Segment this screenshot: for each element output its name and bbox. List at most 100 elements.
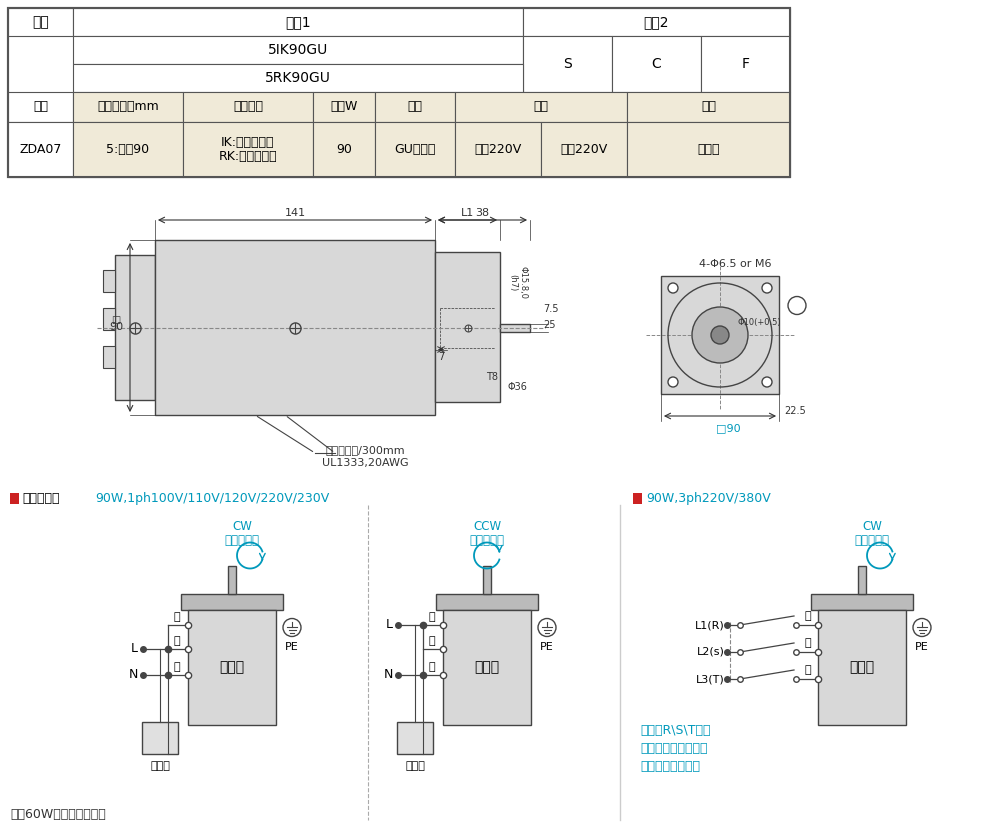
Text: 代码: 代码 [33, 101, 48, 113]
Text: 带风扇: 带风扇 [697, 143, 720, 156]
Text: 轴类: 轴类 [408, 101, 423, 113]
Bar [858, 566, 866, 593]
Text: Φ15.8,0
(h7): Φ15.8,0 (h7) [508, 266, 528, 299]
Bar [397, 722, 433, 754]
Bar [455, 122, 541, 177]
Text: 25: 25 [543, 319, 556, 329]
Bar [436, 593, 538, 610]
Bar [188, 610, 276, 725]
Ellipse shape [762, 377, 772, 387]
Text: Φ36: Φ36 [508, 383, 528, 393]
Bar [483, 566, 491, 593]
Bar [811, 593, 913, 610]
Text: C: C [652, 57, 662, 71]
Bar [181, 593, 283, 610]
Text: 蓝: 蓝 [805, 638, 811, 648]
Ellipse shape [538, 618, 556, 636]
Ellipse shape [283, 618, 301, 636]
Bar [228, 566, 236, 593]
Text: 若对换R\S\T中任: 若对换R\S\T中任 [640, 724, 710, 736]
Bar [627, 92, 790, 122]
Bar [455, 92, 627, 122]
Text: 电容器: 电容器 [150, 761, 170, 771]
Bar [73, 64, 523, 92]
Text: 电动机: 电动机 [849, 660, 875, 674]
Bar [500, 324, 530, 331]
Text: L: L [131, 642, 138, 656]
Text: L1(R): L1(R) [695, 620, 725, 630]
Text: 电动机尺寸mm: 电动机尺寸mm [97, 101, 159, 113]
Text: 规格1: 规格1 [285, 15, 310, 29]
Bar [313, 92, 375, 122]
Bar [612, 36, 701, 92]
Bar [523, 8, 790, 36]
Text: 5RK90GU: 5RK90GU [265, 71, 331, 85]
Text: PE: PE [540, 642, 554, 652]
Text: 类型名称: 类型名称 [233, 101, 263, 113]
Bar [375, 92, 455, 122]
Text: □90: □90 [715, 423, 740, 433]
Bar [818, 610, 906, 725]
Text: L2(s): L2(s) [697, 647, 725, 657]
Bar [142, 722, 178, 754]
Text: 7: 7 [437, 353, 444, 363]
Text: 5IK90GU: 5IK90GU [268, 43, 328, 57]
Text: 4-Φ6.5 or M6: 4-Φ6.5 or M6 [698, 259, 771, 269]
Text: PE: PE [916, 642, 929, 652]
Text: 意二条，电动机会作: 意二条，电动机会作 [640, 741, 707, 755]
Text: L: L [386, 618, 393, 631]
Bar [73, 92, 183, 122]
Text: 黑: 黑 [805, 611, 811, 621]
Text: 三相220V: 三相220V [474, 143, 522, 156]
Text: CCW
逆时针方向: CCW 逆时针方向 [469, 519, 505, 547]
Ellipse shape [762, 283, 772, 293]
Text: 电压: 电压 [534, 101, 549, 113]
Bar [103, 346, 115, 368]
Text: 90W,3ph220V/380V: 90W,3ph220V/380V [646, 492, 771, 505]
Ellipse shape [668, 377, 678, 387]
Text: 白: 白 [805, 665, 811, 675]
Text: 蓝: 蓝 [429, 612, 435, 622]
Bar [701, 36, 790, 92]
Text: 90: 90 [109, 323, 123, 333]
Text: UL1333,20AWG: UL1333,20AWG [321, 458, 409, 468]
Text: 注：60W以上默认带风扇: 注：60W以上默认带风扇 [10, 809, 106, 821]
Bar [8, 122, 73, 177]
Ellipse shape [788, 296, 806, 314]
Bar [73, 36, 523, 64]
Text: 蓝: 蓝 [174, 612, 180, 622]
Bar [435, 252, 500, 402]
Bar [8, 8, 790, 177]
Text: PE: PE [285, 642, 299, 652]
Text: 单相220V: 单相220V [560, 143, 608, 156]
Bar [661, 276, 779, 394]
Text: GU型齿轴: GU型齿轴 [394, 143, 435, 156]
Text: L1: L1 [461, 208, 474, 218]
Bar [183, 92, 313, 122]
Text: T8: T8 [486, 373, 498, 383]
Text: 电动机导线/300mm: 电动机导线/300mm [325, 445, 405, 455]
Text: 红: 红 [429, 662, 435, 672]
Text: 38: 38 [475, 208, 490, 218]
Text: 90: 90 [336, 143, 352, 156]
Text: 功率W: 功率W [330, 101, 358, 113]
Ellipse shape [668, 283, 678, 293]
Ellipse shape [711, 326, 729, 344]
Text: 5:表示90: 5:表示90 [106, 143, 150, 156]
Bar [115, 255, 155, 400]
Bar [313, 122, 375, 177]
Bar [8, 92, 73, 122]
Text: 白: 白 [429, 636, 435, 646]
Text: F: F [741, 57, 750, 71]
Text: 141: 141 [285, 208, 306, 218]
Text: 电动机: 电动机 [219, 660, 245, 674]
Bar [8, 8, 73, 36]
Text: 规格2: 规格2 [644, 15, 670, 29]
Text: 红: 红 [174, 662, 180, 672]
Text: CW
顺时针方向: CW 顺时针方向 [224, 519, 260, 547]
Text: 配件: 配件 [701, 101, 716, 113]
Bar [103, 270, 115, 292]
Bar [633, 493, 642, 504]
Text: L3(T): L3(T) [696, 674, 725, 684]
Text: CW
顺时针方向: CW 顺时针方向 [854, 519, 890, 547]
